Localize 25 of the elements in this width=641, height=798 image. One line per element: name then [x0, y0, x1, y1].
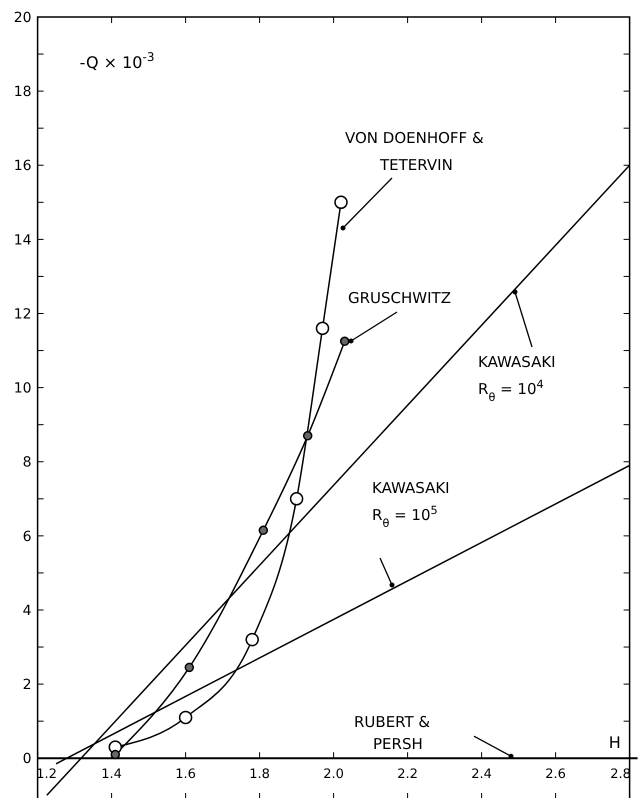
- series-label: KAWASAKI R$_{θ}$ = 10$^{5}$: [372, 479, 450, 530]
- y-tick-label: 16: [14, 158, 32, 174]
- x-tick-label: 2.0: [323, 767, 344, 782]
- y-tick-label: 8: [22, 454, 32, 471]
- y-tick-label: 6: [22, 528, 32, 545]
- annotation: RUBERT & PERSH: [354, 713, 430, 754]
- x-tick-label: 2.6: [545, 767, 566, 782]
- x-tick-label: 1.6: [175, 767, 196, 782]
- series-label: VON DOENHOFF & TETERVIN: [345, 129, 484, 174]
- series-label: KAWASAKI R$_{θ}$ = 10$^{4}$: [478, 353, 556, 404]
- x-tick-label: 2.4: [471, 767, 492, 782]
- y-tick-label: 2: [22, 677, 32, 694]
- y-tick-label: 0: [22, 751, 32, 768]
- y-tick-label: 20: [14, 10, 32, 26]
- x-tick-label: 1.8: [249, 767, 270, 782]
- y-tick-label: 12: [14, 306, 32, 322]
- y-tick-label: 4: [22, 602, 32, 619]
- x-tick-label: 2.2: [397, 767, 418, 782]
- x-tick-label: 1.4: [101, 767, 122, 782]
- y-tick-label: 10: [14, 380, 32, 397]
- x-axis-title: H: [608, 733, 621, 752]
- y-axis-title: -Q × 10$^{-3}$: [80, 50, 154, 72]
- y-tick-label: 14: [14, 232, 32, 248]
- text: GRUSCHWITZ: [348, 289, 451, 307]
- y-tick-label: 18: [14, 84, 32, 100]
